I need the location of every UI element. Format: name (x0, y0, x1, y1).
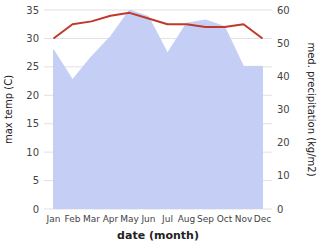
y2-tick-label: 0 (277, 204, 283, 215)
y2-tick-label: 50 (277, 38, 290, 49)
x-tick-label: Jan (46, 214, 61, 224)
x-tick-label: Nov (235, 214, 253, 224)
y2-axis-label: med. precipitation (kg/m2) (306, 42, 317, 176)
plot-area (54, 10, 263, 209)
y2-tick-label: 30 (277, 104, 290, 115)
y2-tick-label: 10 (277, 170, 290, 181)
y-tick-label: 30 (26, 33, 39, 44)
y2-tick-label: 20 (277, 137, 290, 148)
y-tick-label: 10 (26, 147, 39, 158)
y2-tick-label: 40 (277, 71, 290, 82)
y-tick-label: 5 (33, 175, 39, 186)
x-tick-label: Dec (254, 214, 271, 224)
x-tick-label: Oct (217, 214, 233, 224)
x-tick-label: May (120, 214, 139, 224)
chart: 0 5 10 15 20 25 30 35 0 10 20 30 40 50 60 Jan FebMarAprM… (0, 0, 318, 247)
y-tick-label: 20 (26, 90, 39, 101)
y2-tick-label: 60 (277, 5, 290, 16)
y-tick-label: 0 (33, 204, 39, 215)
x-tick-label: Jul (161, 214, 173, 224)
temperature-line (54, 13, 263, 39)
grid-line (44, 10, 272, 11)
x-tick-label: Jun (140, 214, 155, 224)
x-tick-label: Feb (65, 214, 81, 224)
y-axis-label: max temp (C) (3, 75, 14, 144)
y-tick-label: 35 (26, 5, 39, 16)
x-tick-label: Mar (83, 214, 100, 224)
x-tick-label: Apr (103, 214, 119, 224)
x-tick-label: Sep (197, 214, 214, 224)
x-axis-label: date (month) (117, 229, 199, 242)
y-tick-label: 15 (26, 118, 39, 129)
x-tick-label: Aug (178, 214, 196, 224)
precipitation-area (54, 10, 263, 209)
y-tick-label: 25 (26, 61, 39, 72)
